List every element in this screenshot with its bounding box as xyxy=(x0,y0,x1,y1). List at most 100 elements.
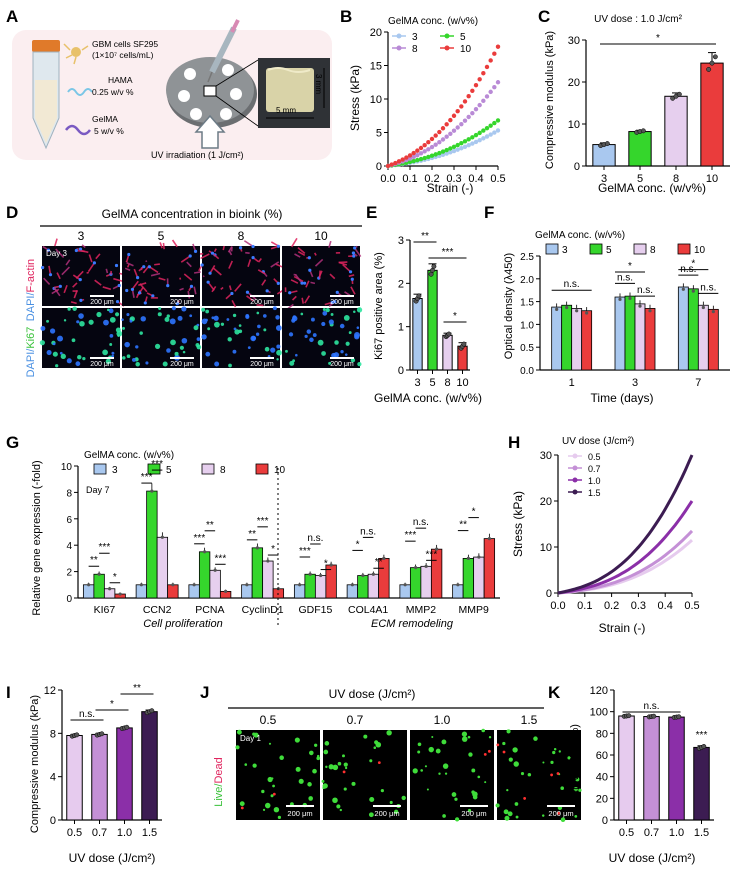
data-point xyxy=(422,142,427,148)
hydrogel-photo xyxy=(258,58,330,128)
data-point xyxy=(488,58,493,63)
legend-label-1.0: 1.0 xyxy=(588,476,601,486)
actin-fiber xyxy=(65,259,71,266)
actin-fiber xyxy=(88,254,93,263)
nucleus xyxy=(82,356,86,361)
day-label: Day 7 xyxy=(86,485,110,495)
data-point xyxy=(393,160,398,166)
legend: 3 5 8 10 xyxy=(93,463,286,476)
data-point xyxy=(481,128,486,133)
nucleus xyxy=(343,315,350,321)
x-axis-label: UV dose (J/cm²) xyxy=(609,851,696,865)
actin-fiber xyxy=(102,286,112,291)
legend-label-10: 10 xyxy=(694,245,706,256)
actin-fiber xyxy=(207,281,215,291)
actin-fiber xyxy=(294,253,301,258)
y-tick-label: 10 xyxy=(370,94,382,106)
y-tick-label: 80 xyxy=(596,728,608,740)
data-point xyxy=(451,128,457,133)
syringe-icon xyxy=(207,19,240,83)
nucleus xyxy=(335,290,339,294)
data-point xyxy=(224,589,228,594)
data-point xyxy=(416,293,422,299)
scale-label: 200 μm xyxy=(90,299,114,306)
data-point xyxy=(462,118,468,123)
data-point xyxy=(203,550,207,554)
y-axis-label: Ki67 positive area (%) xyxy=(373,252,385,360)
y-tick-label: 30 xyxy=(540,450,552,462)
significance-label: *** xyxy=(99,542,111,553)
x-axis-label: Strain (-) xyxy=(427,181,474,195)
nucleus xyxy=(234,329,240,335)
actin-fiber xyxy=(213,248,217,253)
nucleus xyxy=(334,340,339,345)
live-cell xyxy=(389,800,393,804)
x-tick-label: 1.0 xyxy=(669,827,684,839)
data-point xyxy=(575,309,579,313)
legend-swatch xyxy=(147,463,161,475)
y-tick-label: 2 xyxy=(398,278,404,290)
nucleus xyxy=(201,318,208,325)
significance-label: ** xyxy=(90,555,98,566)
data-point xyxy=(691,289,695,293)
row-label-factin: DAPI/F-actin xyxy=(25,259,37,321)
data-point xyxy=(213,568,217,572)
actin-fiber xyxy=(318,270,321,279)
significance-label: *** xyxy=(426,549,438,560)
nucleus xyxy=(276,244,280,248)
x-tick-label: 0.7 xyxy=(92,827,107,839)
nucleus xyxy=(137,291,142,295)
bar-PCNA-conc5 xyxy=(198,551,211,599)
livedead-image-0.5: 200 μm Day 1 xyxy=(235,729,321,820)
nucleus xyxy=(344,353,348,356)
live-cell xyxy=(369,796,375,803)
dimension-width: 5 mm xyxy=(276,106,296,115)
row-label-ki67: DAPI/Ki67 xyxy=(25,327,37,378)
actin-fiber xyxy=(183,273,193,281)
data-point xyxy=(440,137,446,142)
data-point xyxy=(415,157,420,163)
livedead-image-1.0: 200 μm xyxy=(410,728,494,822)
data-point xyxy=(481,98,486,104)
nucleus xyxy=(304,334,308,338)
nucleus xyxy=(208,271,212,275)
nucleus xyxy=(214,321,220,328)
nucleus xyxy=(136,276,140,280)
data-point xyxy=(440,126,446,131)
bar-MMP9-conc10 xyxy=(483,538,496,599)
actin-fiber xyxy=(126,264,130,268)
data-point xyxy=(426,147,431,152)
y-tick-label: 60 xyxy=(596,750,608,762)
bar-1.0 xyxy=(668,716,685,821)
y-tick-label: 10 xyxy=(540,542,552,554)
y-tick-label: 3 xyxy=(398,235,404,247)
scale-label: 200 μm xyxy=(461,809,486,818)
nucleus xyxy=(40,265,45,270)
nucleus xyxy=(111,354,115,358)
uv-irradiation-label: UV irradiation (1 J/cm²) xyxy=(151,150,244,160)
live-cell xyxy=(332,797,338,804)
data-point xyxy=(389,162,394,167)
dead-cell xyxy=(556,772,560,775)
panel-g: G GelMA conc. (w/v%) 3 5 8 10 Day 7 0 2 4 6 8 10… xyxy=(6,433,500,630)
live-cell xyxy=(495,803,500,808)
x-tick-label: 1.0 xyxy=(117,827,132,839)
dead-cell xyxy=(240,806,244,810)
bar-day7-conc10 xyxy=(707,308,719,371)
significance-label: *** xyxy=(215,553,227,564)
live-cell xyxy=(337,761,342,766)
nucleus xyxy=(340,349,344,354)
nucleus xyxy=(105,358,111,364)
nucleus xyxy=(147,265,152,269)
actin-fiber xyxy=(348,274,355,278)
nucleus xyxy=(291,315,298,322)
data-point xyxy=(470,135,475,140)
bar-0.7 xyxy=(91,733,108,821)
live-cell xyxy=(325,765,328,769)
nucleus xyxy=(348,331,352,334)
actin-fiber xyxy=(193,286,197,295)
live-cell xyxy=(375,741,382,748)
nucleus xyxy=(339,323,345,329)
